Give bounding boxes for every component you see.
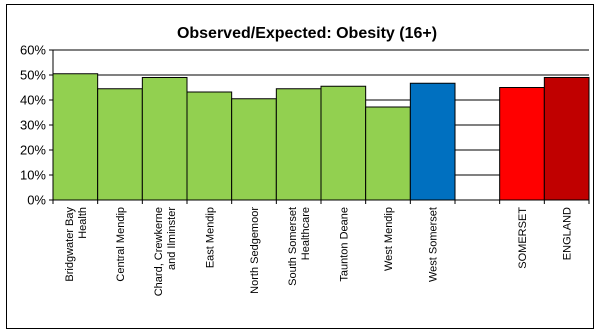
bar — [365, 106, 411, 201]
x-tick-label: South Somerset — [287, 207, 299, 286]
x-category-label: South Somerset Healthcare — [287, 207, 312, 286]
y-tick-label: 0% — [27, 193, 46, 208]
x-category-label: East Mendip — [204, 207, 216, 268]
x-tick-label: Healthcare — [300, 207, 312, 260]
y-tick-label: 30% — [20, 118, 46, 133]
x-tick-label: North Sedgemoor — [249, 207, 261, 294]
x-category-label: ENGLAND — [562, 207, 574, 260]
bar — [52, 73, 99, 201]
bar — [97, 88, 143, 201]
bar — [320, 85, 367, 201]
x-category-label: Taunton Deane — [338, 207, 350, 282]
y-tick-label: 60% — [20, 43, 46, 58]
bar — [409, 82, 456, 201]
x-tick-label: SOMERSET — [517, 207, 529, 269]
x-category-label: Central Mendip — [115, 207, 127, 282]
x-category-label: SOMERSET — [517, 207, 529, 269]
x-category-label: Bridgwater Bay Health — [64, 207, 89, 282]
x-tick-label: and Ilminster — [166, 207, 178, 270]
x-tick-label: Bridgwater Bay — [64, 207, 76, 282]
bar-series — [52, 73, 590, 201]
x-category-label: West Mendip — [383, 207, 395, 271]
x-tick-label: Taunton Deane — [338, 207, 350, 282]
chart-title: Observed/Expected: Obesity (16+) — [177, 25, 437, 42]
y-tick-label: 10% — [20, 168, 46, 183]
x-tick-label: Health — [77, 207, 89, 239]
y-tick-label: 50% — [20, 68, 46, 83]
x-tick-label: West Mendip — [383, 207, 395, 271]
bar — [499, 87, 545, 201]
x-tick-label: West Somerset — [428, 207, 440, 282]
bar — [275, 88, 322, 201]
x-category-label: West Somerset — [428, 207, 440, 282]
x-category-label: Chard, Crewkerne and Ilminster — [153, 207, 178, 297]
bar — [141, 77, 188, 201]
bar — [543, 77, 590, 201]
bar — [231, 98, 277, 201]
y-tick-label: 40% — [20, 93, 46, 108]
x-category-label: North Sedgemoor — [249, 207, 261, 294]
x-tick-label: Central Mendip — [115, 207, 127, 282]
x-tick-label: ENGLAND — [562, 207, 574, 260]
chart-area: Observed/Expected: Obesity (16+) 0% 10% 20… — [6, 4, 594, 329]
x-tick-label: East Mendip — [204, 207, 216, 268]
y-axis: 0% 10% 20% 30% 40% 50% 60% — [20, 43, 54, 208]
x-axis: Bridgwater Bay Health Central Mendip Chard,… — [52, 199, 590, 297]
x-tick-label: Chard, Crewkerne — [153, 207, 165, 296]
bar — [186, 91, 233, 201]
y-tick-label: 20% — [20, 143, 46, 158]
chart-svg: Observed/Expected: Obesity (16+) 0% 10% 20… — [20, 25, 590, 297]
